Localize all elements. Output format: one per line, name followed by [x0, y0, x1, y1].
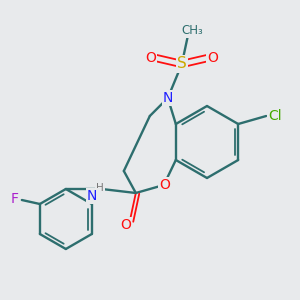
- Text: H: H: [96, 183, 104, 193]
- Text: F: F: [11, 192, 19, 206]
- Text: Cl: Cl: [268, 109, 282, 123]
- Text: CH₃: CH₃: [181, 25, 203, 38]
- Text: O: O: [146, 51, 156, 65]
- Text: N: N: [163, 91, 173, 105]
- Text: O: O: [120, 218, 131, 232]
- Text: O: O: [159, 178, 170, 192]
- Text: O: O: [207, 51, 218, 65]
- Text: S: S: [177, 56, 187, 71]
- Text: N: N: [87, 189, 97, 203]
